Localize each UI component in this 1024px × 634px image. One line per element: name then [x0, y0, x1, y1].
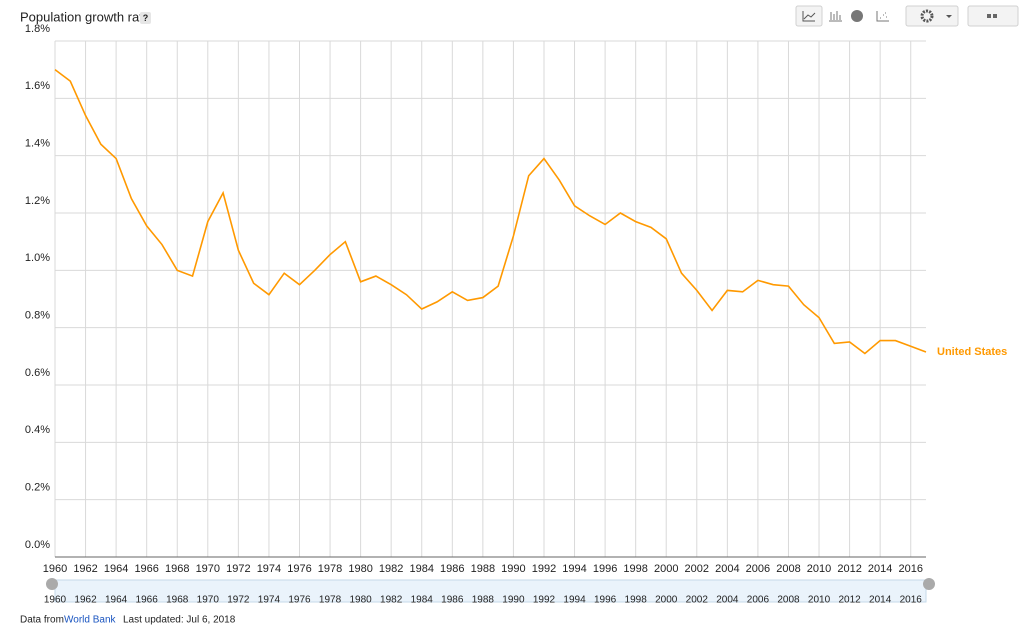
- x-tick-label: 1980: [348, 563, 372, 575]
- help-icon[interactable]: ?: [143, 13, 149, 23]
- series-line: [54, 69, 927, 355]
- range-slider[interactable]: [54, 579, 927, 603]
- chart-title: Population growth rate: [20, 9, 150, 24]
- range-tick-label: 1974: [258, 595, 281, 606]
- y-tick-label: 0.8%: [25, 310, 50, 322]
- x-tick-label: 1996: [593, 563, 617, 575]
- x-tick-label: 2008: [776, 563, 800, 575]
- x-tick-label: 2016: [898, 563, 922, 575]
- y-tick-label: 1.8%: [25, 23, 50, 35]
- x-tick-label: 2004: [715, 563, 739, 575]
- x-tick-label: 1964: [104, 563, 128, 575]
- y-tick-label: 1.0%: [25, 252, 50, 264]
- y-tick-label: 0.0%: [25, 539, 50, 551]
- range-tick-label: 2008: [777, 595, 800, 606]
- x-tick-label: 1988: [471, 563, 495, 575]
- x-tick-label: 1960: [43, 563, 67, 575]
- map-button[interactable]: [851, 10, 863, 22]
- help-button[interactable]: [140, 12, 151, 24]
- range-tick-label: 1998: [625, 595, 648, 606]
- x-tick-label: 2000: [654, 563, 678, 575]
- range-tick-label: 1986: [441, 595, 464, 606]
- x-tick-label: 2010: [807, 563, 831, 575]
- x-tick-label: 1970: [196, 563, 220, 575]
- toolbar: [795, 5, 1019, 27]
- x-tick-label: 1968: [165, 563, 189, 575]
- range-tick-label: 2004: [716, 595, 739, 606]
- x-tick-label: 1986: [440, 563, 464, 575]
- x-tick-label: 1976: [287, 563, 311, 575]
- y-tick-label: 1.2%: [25, 195, 50, 207]
- x-tick-label: 1974: [257, 563, 281, 575]
- source-prefix: Data from: [20, 615, 64, 626]
- range-tick-label: 2010: [808, 595, 831, 606]
- range-handle-left[interactable]: [46, 578, 58, 590]
- dropdown-arrow: [946, 15, 952, 18]
- bar-chart-button[interactable]: [829, 11, 842, 22]
- x-tick-label: 2014: [868, 563, 892, 575]
- range-tick-label: 1980: [349, 595, 372, 606]
- range-tick-label: 2012: [838, 595, 861, 606]
- x-tick-label: 1998: [623, 563, 647, 575]
- x-tick-label: 2002: [685, 563, 709, 575]
- range-tick-label: 1978: [319, 595, 342, 606]
- series-label: United States: [937, 346, 1007, 358]
- x-tick-label: 2006: [746, 563, 770, 575]
- gear-icon: [920, 9, 934, 23]
- range-tick-label: 1984: [411, 595, 434, 606]
- range-tick-label: 1960: [44, 595, 67, 606]
- range-tick-label: 2016: [900, 595, 923, 606]
- x-tick-label: 1984: [409, 563, 433, 575]
- y-tick-label: 0.6%: [25, 367, 50, 379]
- range-tick-label: 1966: [136, 595, 159, 606]
- x-tick-label: 1962: [73, 563, 97, 575]
- line-icon: [802, 11, 816, 22]
- range-tick-label: 1988: [472, 595, 495, 606]
- range-tick-label: 2000: [655, 595, 678, 606]
- range-tick-label: 2002: [686, 595, 709, 606]
- y-tick-label: 1.6%: [25, 80, 50, 92]
- range-tick-label: 2006: [747, 595, 770, 606]
- range-tick-label: 1994: [563, 595, 586, 606]
- range-tick-label: 1990: [502, 595, 525, 606]
- range-tick-label: 1962: [74, 595, 97, 606]
- x-tick-label: 1992: [532, 563, 556, 575]
- range-tick-label: 1964: [105, 595, 128, 606]
- range-tick-label: 1996: [594, 595, 617, 606]
- range-tick-label: 1972: [227, 595, 250, 606]
- y-tick-label: 1.4%: [25, 138, 50, 150]
- range-tick-label: 2014: [869, 595, 892, 606]
- range-tick-label: 1970: [197, 595, 220, 606]
- range-tick-label: 1968: [166, 595, 189, 606]
- last-updated: Last updated: Jul 6, 2018: [123, 615, 236, 626]
- x-tick-label: 2012: [837, 563, 861, 575]
- range-tick-label: 1976: [288, 595, 311, 606]
- scatter-button[interactable]: [876, 11, 889, 22]
- x-tick-label: 1990: [501, 563, 525, 575]
- y-tick-label: 0.2%: [25, 482, 50, 494]
- range-tick-label: 1992: [533, 595, 556, 606]
- x-tick-label: 1972: [226, 563, 250, 575]
- range-handle-right[interactable]: [923, 578, 935, 590]
- source-link[interactable]: World Bank: [64, 615, 117, 626]
- x-tick-label: 1966: [134, 563, 158, 575]
- x-tick-label: 1994: [562, 563, 586, 575]
- x-tick-label: 1982: [379, 563, 403, 575]
- range-tick-label: 1982: [380, 595, 403, 606]
- x-tick-label: 1978: [318, 563, 342, 575]
- y-tick-label: 0.4%: [25, 424, 50, 436]
